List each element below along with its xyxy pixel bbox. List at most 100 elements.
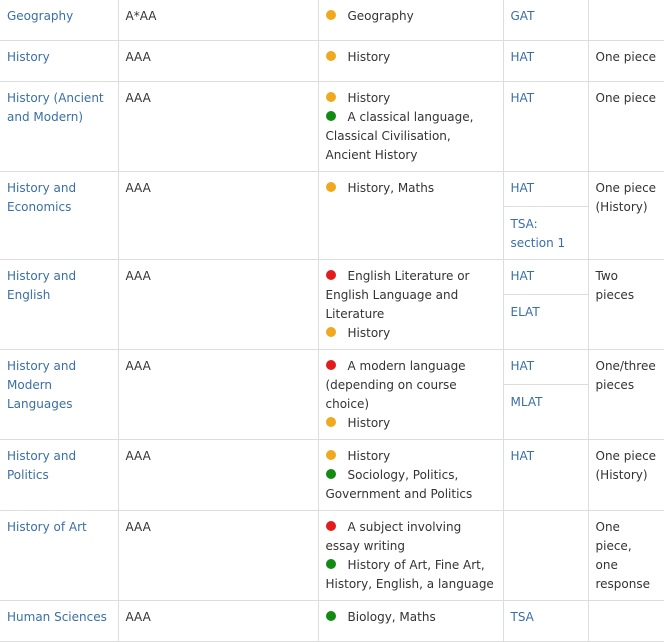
test-link[interactable]: TSA: section 1 [510,217,566,250]
subject-text: History [347,449,391,463]
table-row: History AAA History HAT One piece [0,40,664,82]
course-link[interactable]: History and Modern Languages [7,359,77,411]
course-cell: Geography [0,0,119,41]
course-link[interactable]: History (Ancient and Modern) [7,91,104,124]
written-work-cell: One/three pieces [588,349,664,440]
helpful-dot-icon [325,469,336,479]
grades-cell: AAA [118,349,319,440]
written-work-cell [588,0,664,41]
subject-item: History [325,447,496,466]
subject-item: English Literature or English Language a… [325,267,496,324]
subject-item: History, Maths [325,179,496,198]
subjects-cell: A subject involving essay writing History… [318,510,504,601]
subject-text: Biology, Maths [347,610,436,624]
written-work-cell: One piece [588,40,664,82]
subjects-cell: History Sociology, Politics, Government a… [318,439,504,511]
course-cell: History (Ancient and Modern) [0,81,119,172]
subject-item: History [325,324,496,343]
tests-cell: HAT TSA: section 1 [503,171,589,260]
test-link[interactable]: HAT [510,91,535,105]
table-row: History and English AAA English Literature… [0,259,664,350]
course-cell: History and Economics [0,171,119,260]
subject-item: A subject involving essay writing [325,518,496,556]
subject-text: A classical language, Classical Civilisa… [325,110,474,162]
course-link[interactable]: History and Politics [7,449,77,482]
table-row: Geography A*AA Geography GAT [0,0,664,41]
tests-cell: HAT [503,81,589,172]
subjects-cell: A modern language (depending on course c… [318,349,504,440]
test-item: TSA [511,608,581,635]
subject-item: Biology, Maths [325,608,496,627]
test-item: HAT [511,89,581,116]
helpful-dot-icon [325,559,336,569]
test-link[interactable]: ELAT [510,305,540,319]
helpful-dot-icon [325,111,336,121]
essential-dot-icon [325,360,336,370]
test-link[interactable]: HAT [510,50,535,64]
subject-text: History [347,326,391,340]
course-link[interactable]: Geography [7,9,74,23]
test-link[interactable]: MLAT [510,395,543,409]
test-item: HAT [511,179,581,206]
subject-text: History, Maths [347,181,435,195]
test-link[interactable]: GAT [510,9,535,23]
subject-item: A classical language, Classical Civilisa… [325,108,496,165]
essential-dot-icon [325,270,336,280]
test-link[interactable]: HAT [510,359,535,373]
subject-item: History of Art, Fine Art, History, Engli… [325,556,496,594]
subject-item: History [325,48,496,67]
subject-text: English Literature or English Language a… [325,269,470,321]
test-item: HAT [511,357,581,384]
course-cell: History and Modern Languages [0,349,119,440]
tests-cell: HAT [503,40,589,82]
written-work-cell: Two pieces [588,259,664,350]
grades-cell: AAA [118,439,319,511]
course-cell: History and Politics [0,439,119,511]
subjects-cell: History [318,40,504,82]
test-link[interactable]: HAT [510,449,535,463]
helpful-dot-icon [325,611,336,621]
recommended-dot-icon [325,417,336,427]
recommended-dot-icon [325,182,336,192]
test-link[interactable]: HAT [510,181,535,195]
subject-text: A modern language (depending on course c… [325,359,466,411]
grades-cell: AAA [118,259,319,350]
written-work-cell: One piece (History) [588,171,664,260]
table-row: History and Politics AAA History Sociology,… [0,439,664,511]
subject-text: Sociology, Politics, Government and Poli… [325,468,473,501]
subject-item: Sociology, Politics, Government and Poli… [325,466,496,504]
written-work-cell: One piece (History) [588,439,664,511]
recommended-dot-icon [325,327,336,337]
course-link[interactable]: History [7,50,50,64]
recommended-dot-icon [325,450,336,460]
course-link[interactable]: History of Art [7,520,87,534]
subject-text: History [347,91,391,105]
test-link[interactable]: TSA [510,610,534,624]
recommended-dot-icon [325,10,336,20]
test-item: HAT [511,447,581,474]
grades-cell: AAA [118,600,319,642]
course-link[interactable]: History and English [7,269,77,302]
tests-cell: GAT [503,0,589,41]
course-cell: History [0,40,119,82]
table-row: History and Economics AAA History, Maths HA… [0,171,664,260]
grades-cell: A*AA [118,0,319,41]
subjects-cell: Biology, Maths [318,600,504,642]
tests-cell [503,510,589,601]
test-item: ELAT [503,294,588,322]
test-item: HAT [511,267,581,294]
tests-cell: HAT [503,439,589,511]
test-item: HAT [511,48,581,75]
test-item: GAT [511,7,581,34]
subject-text: History [347,416,391,430]
subject-item: Geography [325,7,496,26]
course-link[interactable]: History and Economics [7,181,77,214]
grades-cell: AAA [118,81,319,172]
tests-cell: TSA [503,600,589,642]
recommended-dot-icon [325,51,336,61]
course-link[interactable]: Human Sciences [7,610,107,624]
essential-dot-icon [325,521,336,531]
test-link[interactable]: HAT [510,269,535,283]
course-cell: History and English [0,259,119,350]
subject-text: History of Art, Fine Art, History, Engli… [325,558,494,591]
